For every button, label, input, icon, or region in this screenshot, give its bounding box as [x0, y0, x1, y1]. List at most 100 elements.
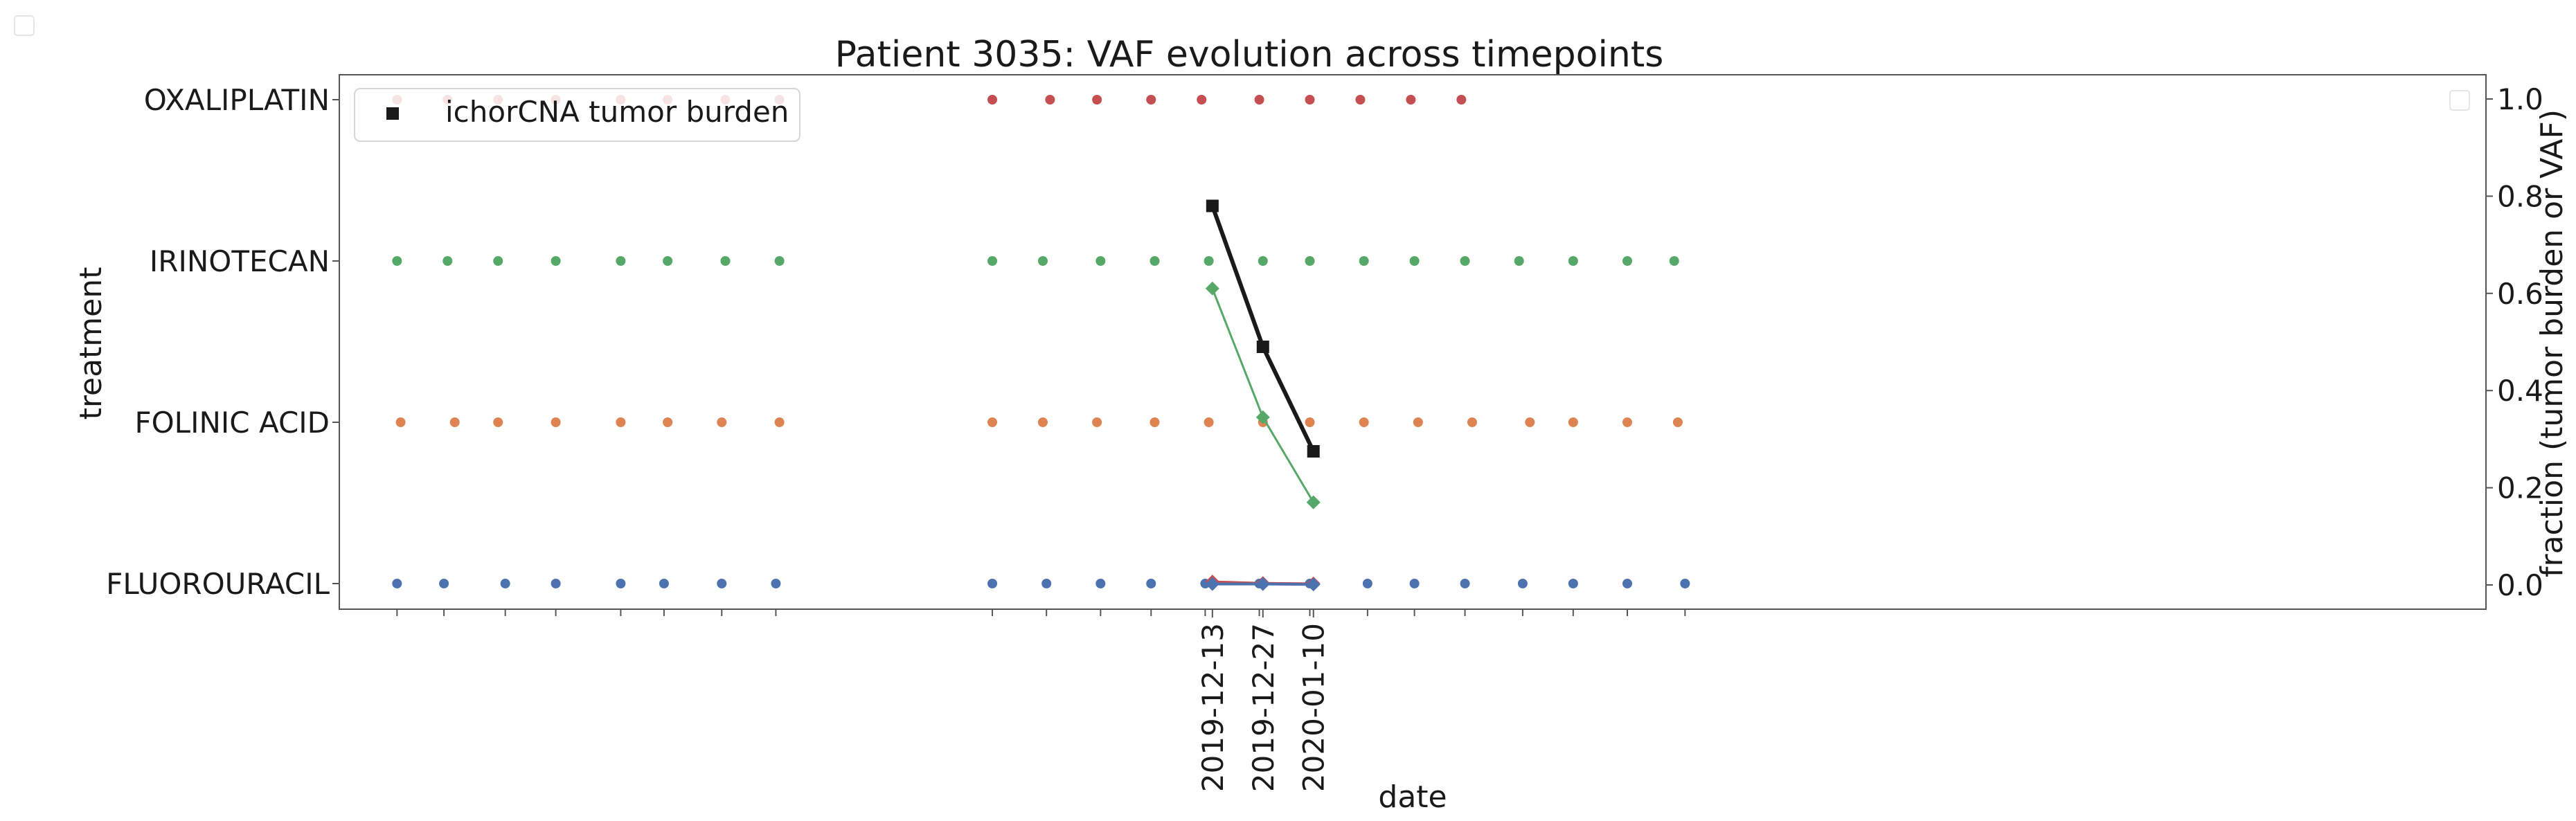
- treatment-point: [1406, 95, 1416, 105]
- treatment-point: [1359, 256, 1369, 266]
- treatment-point: [1672, 417, 1683, 427]
- legend-frame: [354, 88, 800, 142]
- series-line: [1211, 288, 1315, 503]
- legend-marker-square: [386, 107, 399, 120]
- treatment-point: [616, 256, 626, 266]
- treatment-point: [774, 417, 785, 427]
- treatment-point: [1409, 579, 1420, 588]
- treatment-point: [720, 256, 731, 266]
- vaf-point: [1306, 577, 1321, 592]
- right-axis: 0.0 0.2 0.4 0.6 0.8 1.0: [2486, 82, 2543, 602]
- treatment-point: [1359, 417, 1369, 427]
- treatment-point: [1517, 579, 1528, 588]
- treatment-point: [1362, 579, 1372, 588]
- plot-content: [392, 95, 1690, 592]
- tumor-burden-point: [1206, 199, 1219, 213]
- treatment-point: [1258, 256, 1268, 266]
- treatment-point: [717, 417, 727, 427]
- treatment-point: [1254, 95, 1264, 105]
- treatment-point: [551, 256, 561, 266]
- treatment-point: [987, 417, 998, 427]
- treatment-point: [659, 579, 669, 588]
- treatment-point: [1568, 579, 1578, 588]
- treatment-point: [395, 417, 406, 427]
- bottom-tick-label: 2019-12-13: [1196, 623, 1230, 792]
- vaf-point: [1205, 577, 1219, 591]
- treatment-point: [1204, 417, 1214, 427]
- treatment-point: [1568, 417, 1578, 427]
- treatment-point: [1037, 256, 1048, 266]
- treatment-point: [663, 256, 673, 266]
- tumor-burden-point: [1256, 341, 1269, 354]
- treatment-point: [392, 579, 402, 588]
- x-axis-label: date: [1378, 779, 1447, 815]
- treatment-point: [1095, 256, 1106, 266]
- treatment-point: [449, 417, 460, 427]
- treatment-point: [616, 417, 626, 427]
- treatment-point: [1305, 256, 1315, 266]
- treatment-point: [1669, 256, 1679, 266]
- treatment-point: [717, 579, 727, 588]
- treatment-point: [1092, 417, 1102, 427]
- chart-title: Patient 3035: VAF evolution across timep…: [835, 34, 1664, 75]
- treatment-point: [1146, 579, 1156, 588]
- treatment-point: [663, 417, 673, 427]
- treatment-point: [1150, 417, 1160, 427]
- treatment-point: [442, 256, 453, 266]
- treatment-point: [500, 579, 510, 588]
- left-axis: FLUOROURACIL FOLINIC ACID IRINOTECAN OXALIP…: [106, 83, 339, 601]
- treatment-point: [551, 417, 561, 427]
- treatment-point: [771, 579, 781, 588]
- left-tick-label: OXALIPLATIN: [144, 83, 330, 117]
- vaf-point: [1255, 577, 1270, 591]
- treatment-point: [1355, 95, 1366, 105]
- treatment-point: [1045, 95, 1055, 105]
- treatment-point: [987, 256, 998, 266]
- treatment-point: [987, 95, 998, 105]
- treatment-point: [1568, 256, 1578, 266]
- right-tick-label: 0.2: [2497, 471, 2543, 505]
- treatment-point: [1095, 579, 1106, 588]
- left-tick-label: IRINOTECAN: [150, 244, 330, 278]
- treatment-point: [1525, 417, 1535, 427]
- treatment-point: [987, 579, 998, 588]
- treatment-point: [1409, 256, 1420, 266]
- treatment-point: [1622, 417, 1632, 427]
- treatment-point: [1460, 256, 1470, 266]
- treatment-point: [493, 417, 503, 427]
- treatment-point: [1041, 579, 1052, 588]
- treatment-point: [493, 256, 503, 266]
- right-tick-label: 1.0: [2497, 82, 2543, 116]
- treatment-point: [1146, 95, 1156, 105]
- treatment-point: [1204, 256, 1214, 266]
- bottom-tick-label: 2019-12-27: [1246, 623, 1280, 792]
- right-tick-label: 0.4: [2497, 374, 2543, 408]
- treatment-point: [1092, 95, 1102, 105]
- treatment-point: [1150, 256, 1160, 266]
- vaf-point: [1306, 495, 1321, 509]
- bottom-tick-label: 2020-01-10: [1297, 623, 1331, 792]
- vaf-point: [1255, 410, 1270, 424]
- treatment-point: [1467, 417, 1477, 427]
- treatment-point: [1037, 417, 1048, 427]
- treatment-point: [1680, 579, 1690, 588]
- treatment-point: [551, 579, 561, 588]
- left-tick-label: FOLINIC ACID: [134, 406, 330, 440]
- right-legend-checkbox[interactable]: [2449, 90, 2470, 111]
- vaf-point: [1205, 281, 1219, 296]
- treatment-point: [1197, 95, 1207, 105]
- treatment-point: [439, 579, 449, 588]
- tumor-burden-point: [1307, 444, 1320, 458]
- right-tick-label: 0.8: [2497, 179, 2543, 213]
- treatment-point: [1413, 417, 1423, 427]
- figure-corner-checkbox[interactable]: [14, 15, 35, 36]
- treatment-point: [1456, 95, 1467, 105]
- axes-frame: [339, 74, 2487, 610]
- legend: ichorCNA tumor burden: [354, 88, 800, 142]
- treatment-point: [1305, 95, 1315, 105]
- treatment-point: [1514, 256, 1524, 266]
- treatment-point: [1622, 579, 1632, 588]
- right-axis-label: fraction (tumor burden or VAF): [2534, 109, 2570, 577]
- treatment-point: [1305, 417, 1315, 427]
